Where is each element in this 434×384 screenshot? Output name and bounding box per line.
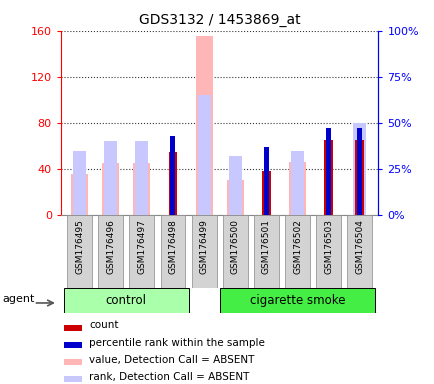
Bar: [168, 152, 177, 215]
Bar: [288, 162, 306, 215]
Text: count: count: [89, 320, 119, 331]
Bar: [64, 376, 81, 382]
Text: GSM176502: GSM176502: [293, 219, 301, 273]
Bar: [64, 342, 81, 348]
Bar: [102, 163, 119, 215]
Bar: [253, 215, 278, 288]
Bar: [355, 140, 363, 215]
Text: percentile rank within the sample: percentile rank within the sample: [89, 338, 265, 348]
Bar: [129, 215, 154, 288]
Bar: [352, 123, 365, 215]
Bar: [323, 140, 332, 215]
Bar: [261, 171, 270, 215]
Text: GSM176495: GSM176495: [75, 219, 84, 273]
Bar: [326, 128, 330, 215]
Bar: [316, 215, 340, 288]
Text: GSM176499: GSM176499: [199, 219, 208, 273]
Bar: [195, 36, 212, 215]
Bar: [197, 95, 210, 215]
Text: GSM176503: GSM176503: [323, 219, 332, 274]
Bar: [64, 288, 188, 313]
Text: GSM176496: GSM176496: [106, 219, 115, 273]
Bar: [290, 151, 303, 215]
Text: GSM176500: GSM176500: [230, 219, 239, 274]
Bar: [64, 324, 81, 331]
Bar: [228, 156, 241, 215]
Text: rank, Detection Call = ABSENT: rank, Detection Call = ABSENT: [89, 372, 249, 382]
Text: GSM176504: GSM176504: [355, 219, 363, 273]
Text: GSM176501: GSM176501: [261, 219, 270, 274]
Bar: [73, 151, 86, 215]
Bar: [191, 215, 216, 288]
Bar: [219, 288, 375, 313]
Bar: [284, 215, 309, 288]
Bar: [133, 163, 150, 215]
Text: GSM176497: GSM176497: [137, 219, 146, 273]
Text: cigarette smoke: cigarette smoke: [249, 294, 345, 307]
Bar: [356, 128, 362, 215]
Bar: [346, 215, 372, 288]
Bar: [222, 215, 247, 288]
Title: GDS3132 / 1453869_at: GDS3132 / 1453869_at: [138, 13, 300, 27]
Bar: [67, 215, 92, 288]
Bar: [160, 215, 185, 288]
Bar: [226, 180, 243, 215]
Bar: [104, 141, 117, 215]
Bar: [64, 359, 81, 365]
Text: value, Detection Call = ABSENT: value, Detection Call = ABSENT: [89, 355, 254, 365]
Bar: [98, 215, 123, 288]
Bar: [263, 147, 268, 215]
Text: GSM176498: GSM176498: [168, 219, 177, 273]
Bar: [170, 136, 175, 215]
Text: control: control: [105, 294, 146, 307]
Bar: [71, 174, 88, 215]
Text: agent: agent: [2, 293, 34, 304]
Bar: [135, 141, 148, 215]
